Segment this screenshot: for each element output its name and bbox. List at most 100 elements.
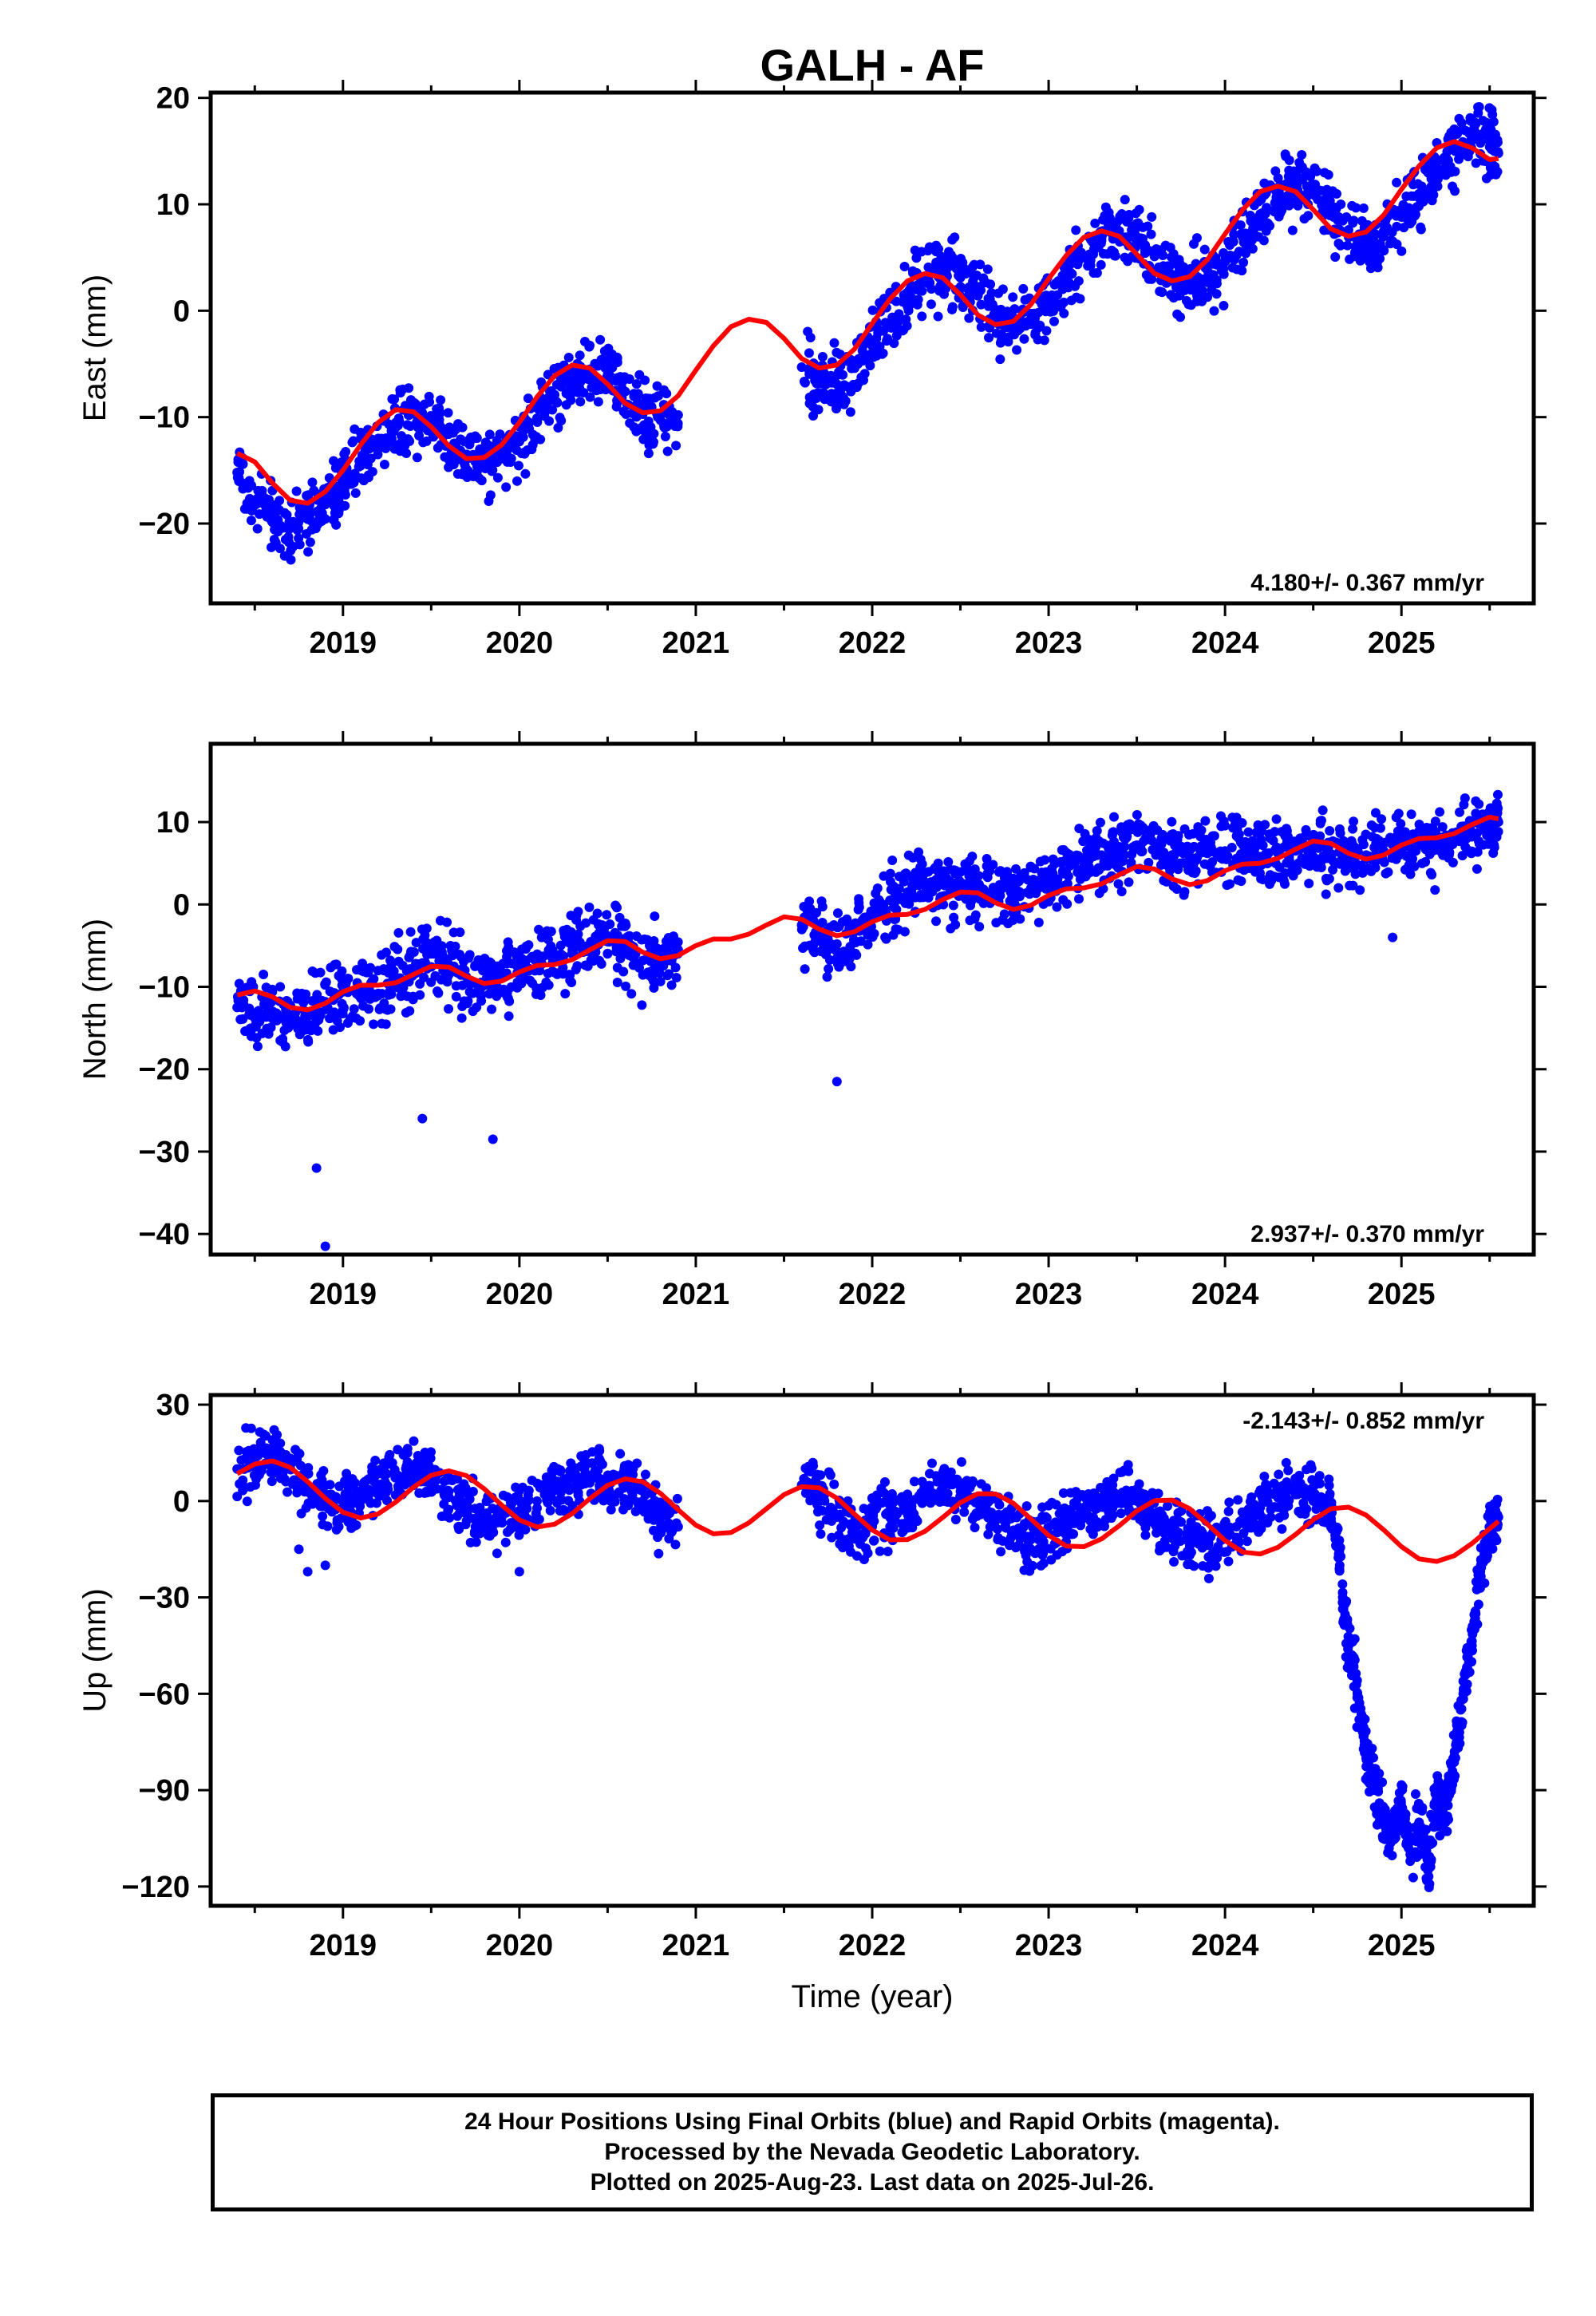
position-point <box>472 1002 482 1013</box>
position-point <box>291 486 302 496</box>
position-point <box>960 859 970 869</box>
y-tick-label: −90 <box>139 1774 190 1808</box>
position-point <box>1442 160 1452 170</box>
position-point <box>1110 251 1120 261</box>
position-point <box>606 349 617 359</box>
position-point <box>1379 219 1389 230</box>
position-point <box>498 958 508 969</box>
position-point <box>995 866 1005 876</box>
position-point <box>1388 932 1398 943</box>
position-point <box>888 881 899 891</box>
position-point <box>832 923 843 933</box>
position-point <box>1435 807 1445 817</box>
position-point <box>1282 832 1293 842</box>
position-point <box>437 1512 447 1522</box>
position-point <box>1471 808 1481 819</box>
position-point <box>1171 283 1182 293</box>
y-tick-label: −40 <box>139 1218 190 1251</box>
position-point <box>484 441 494 451</box>
position-point <box>1140 1523 1151 1533</box>
position-point <box>579 1479 590 1489</box>
position-point <box>1092 826 1102 836</box>
position-point <box>839 380 849 390</box>
position-point <box>1121 1485 1132 1496</box>
position-point <box>362 460 373 470</box>
position-point <box>1021 1501 1032 1512</box>
position-point <box>260 493 271 504</box>
position-point <box>1280 879 1290 889</box>
position-point <box>1062 879 1073 889</box>
position-point <box>1328 186 1338 196</box>
position-point <box>338 479 348 489</box>
position-point <box>1177 1551 1187 1561</box>
position-point <box>1471 158 1481 168</box>
position-point <box>1323 170 1333 180</box>
position-point <box>550 953 560 963</box>
position-point <box>612 358 622 368</box>
position-point <box>955 879 966 889</box>
position-point <box>662 970 673 981</box>
position-point <box>232 1492 243 1502</box>
position-point <box>1047 1497 1057 1508</box>
position-point <box>295 1460 306 1471</box>
x-tick-label: 2021 <box>662 626 730 660</box>
position-point <box>845 407 855 417</box>
position-point <box>305 537 315 547</box>
position-point <box>1020 294 1030 305</box>
position-point <box>1047 864 1057 874</box>
position-point <box>974 922 985 932</box>
position-point <box>911 869 922 879</box>
x-tick-label: 2023 <box>1015 1929 1083 1962</box>
position-point <box>234 1445 244 1456</box>
position-point <box>385 1449 395 1460</box>
position-point <box>512 476 523 486</box>
position-point <box>627 1493 638 1504</box>
position-point <box>1457 851 1468 861</box>
position-point <box>994 288 1004 298</box>
position-point <box>1351 240 1361 251</box>
data-points <box>232 789 1503 1251</box>
position-point <box>487 1004 497 1014</box>
position-point <box>840 396 851 406</box>
position-point <box>1427 869 1437 879</box>
position-point <box>1255 209 1266 219</box>
position-point <box>250 495 260 505</box>
position-point <box>920 277 930 287</box>
position-point <box>445 941 456 951</box>
position-point <box>1472 864 1482 874</box>
position-point <box>320 498 330 508</box>
position-point <box>464 950 475 960</box>
position-point <box>330 959 340 970</box>
position-point <box>470 1504 480 1514</box>
position-point <box>800 964 810 974</box>
position-point <box>982 868 993 879</box>
position-point <box>1080 871 1091 882</box>
position-point <box>1025 883 1036 893</box>
position-point <box>1158 250 1168 260</box>
position-point <box>320 514 330 524</box>
position-point <box>1416 222 1426 232</box>
position-point <box>1033 1535 1044 1545</box>
position-point <box>1343 225 1353 235</box>
position-point <box>387 1457 397 1468</box>
position-point <box>637 1000 647 1010</box>
position-point <box>671 972 681 982</box>
position-point <box>1371 838 1381 848</box>
position-point <box>606 1504 616 1515</box>
position-point <box>1120 195 1130 205</box>
position-point <box>464 986 475 997</box>
position-point <box>1096 259 1106 270</box>
position-point <box>1492 789 1503 800</box>
position-point <box>1454 113 1464 124</box>
position-point <box>1315 818 1325 828</box>
position-point <box>1292 865 1302 875</box>
position-point <box>1391 854 1401 864</box>
position-point <box>400 441 410 451</box>
position-point <box>463 465 473 476</box>
position-point <box>665 940 675 951</box>
position-point <box>1175 858 1185 868</box>
position-point <box>476 476 487 486</box>
position-point <box>1280 149 1290 160</box>
position-point <box>1325 206 1336 215</box>
position-point <box>1486 163 1496 173</box>
